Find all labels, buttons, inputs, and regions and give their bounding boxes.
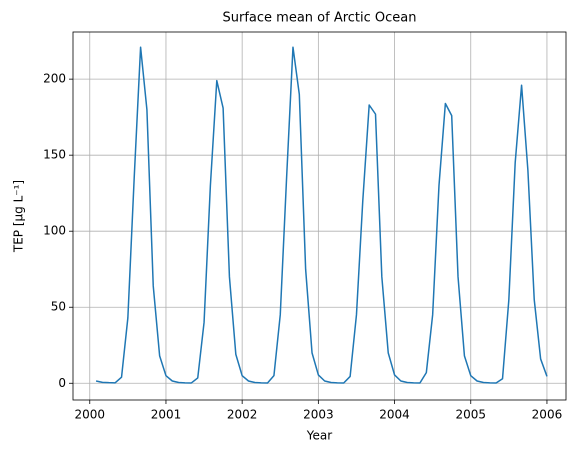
x-tick-label: 2005: [455, 408, 486, 422]
x-tick-label: 2003: [303, 408, 334, 422]
x-tick-label: 2004: [379, 408, 410, 422]
x-tick-label: 2000: [74, 408, 105, 422]
plot-frame: [72, 31, 567, 401]
x-tick-label: 2006: [532, 408, 563, 422]
y-tick-label: 50: [51, 300, 66, 314]
chart-title: Surface mean of Arctic Ocean: [223, 11, 417, 26]
y-tick-label: 200: [43, 72, 66, 86]
x-tick-label: 2001: [151, 408, 182, 422]
x-axis-label: Year: [306, 429, 332, 443]
y-tick-label: 0: [58, 376, 66, 390]
y-axis-label: TEP [μg L⁻¹]: [12, 180, 26, 253]
x-tick-label: 2002: [227, 408, 258, 422]
y-tick-label: 150: [43, 148, 66, 162]
y-tick-label: 100: [43, 224, 66, 238]
data-line: [95, 46, 548, 384]
